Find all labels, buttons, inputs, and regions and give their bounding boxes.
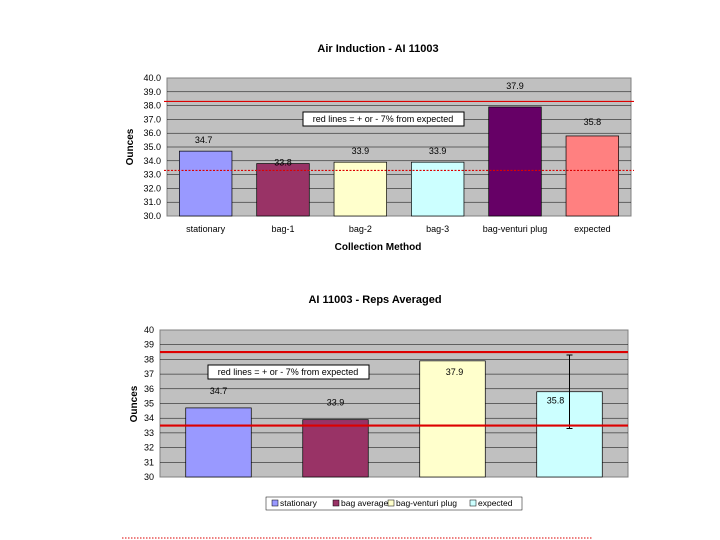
chart1-annotation-text: red lines = + or - 7% from expected	[313, 114, 454, 124]
y-tick-label: 32	[144, 443, 154, 453]
chart1-annotation-box	[302, 111, 465, 127]
y-tick-label: 40	[144, 325, 154, 335]
legend-entry: expected	[478, 498, 513, 508]
chart1-x-axis-label: Collection Method	[335, 242, 422, 253]
bar-bag-2	[333, 161, 387, 217]
x-tick-label: bag-1	[271, 224, 294, 234]
x-tick-label: stationary	[186, 224, 226, 234]
data-label: 35.8	[547, 396, 565, 406]
chart1-reference-lines	[164, 100, 634, 172]
chart2-annotation-text: red lines = + or - 7% from expected	[218, 367, 359, 377]
chart1-y-axis-label: Ounces	[125, 128, 136, 165]
y-tick-label: 35.0	[143, 142, 161, 152]
legend-entry: stationary	[280, 498, 318, 508]
legend-entry: bag average	[341, 498, 389, 508]
bar-expected	[565, 135, 619, 217]
y-tick-label: 34	[144, 413, 154, 423]
chart2-annotation: red lines = + or - 7% from expected	[207, 364, 370, 380]
legend-swatch	[332, 499, 340, 507]
chart2-legend: stationary bag average bag-venturi plug exp…	[265, 496, 523, 511]
y-tick-label: 31	[144, 457, 154, 467]
bar-bag-1	[256, 163, 310, 217]
chart2-reference-lines	[160, 350, 628, 427]
chart1-annotation: red lines = + or - 7% from expected	[302, 111, 465, 127]
data-label: 35.8	[584, 117, 602, 127]
chart1-y-ticks: 30.0 31.0 32.0 33.0 34.0 35.0 36.0 37.0 38.0 39.0…	[143, 73, 161, 221]
chart-reps-averaged: AI 11003 - Reps Averaged 303132333435363…	[129, 294, 629, 511]
y-tick-label: 37.0	[143, 114, 161, 124]
bar-bag-3	[411, 161, 465, 217]
x-tick-label: expected	[574, 224, 611, 234]
data-label: 33.9	[327, 398, 345, 408]
y-tick-label: 37	[144, 369, 154, 379]
legend-swatch	[387, 499, 395, 507]
chart2-y-ticks: 30 31 32 33 34 35 36 37 38 39 40	[144, 325, 154, 482]
y-tick-label: 33	[144, 428, 154, 438]
y-tick-label: 40.0	[143, 73, 161, 83]
y-tick-label: 34.0	[143, 156, 161, 166]
y-tick-label: 30.0	[143, 211, 161, 221]
bar-stationary	[185, 407, 252, 478]
data-label: 37.9	[446, 367, 464, 377]
y-tick-label: 39.0	[143, 87, 161, 97]
y-tick-label: 39	[144, 340, 154, 350]
legend-swatch	[271, 499, 279, 507]
data-label: 34.7	[195, 135, 213, 145]
chart2-y-axis-label: Ounces	[129, 385, 140, 422]
y-tick-label: 35	[144, 399, 154, 409]
chart1-gridlines	[167, 91, 631, 203]
x-tick-label: bag-venturi plug	[483, 224, 548, 234]
x-tick-label: bag-2	[349, 224, 372, 234]
y-tick-label: 31.0	[143, 197, 161, 207]
chart1-title: Air Induction - AI 11003	[317, 43, 438, 55]
chart1-x-ticks: stationary bag-1 bag-2 bag-3 bag-venturi plu…	[186, 224, 610, 234]
data-label: 33.8	[274, 158, 292, 168]
bar-bag-average	[302, 419, 369, 478]
y-tick-label: 30	[144, 472, 154, 482]
y-tick-label: 32.0	[143, 183, 161, 193]
y-tick-label: 36.0	[143, 128, 161, 138]
y-tick-label: 36	[144, 384, 154, 394]
chart2-annotation-box	[207, 364, 370, 380]
bar-stationary	[179, 150, 233, 217]
chart1-data-labels: 34.7 33.8 33.9 33.9 37.9 35.8	[195, 81, 601, 168]
y-tick-label: 38.0	[143, 101, 161, 111]
bar-bag-venturi-plug	[419, 360, 486, 478]
chart2-data-labels: 34.7 33.9 37.9 35.8	[210, 367, 565, 408]
bar-bag-venturi-plug	[488, 106, 542, 217]
legend-entry: bag-venturi plug	[396, 498, 457, 508]
y-tick-label: 33.0	[143, 170, 161, 180]
data-label: 33.9	[352, 146, 370, 156]
legend-swatch	[469, 499, 477, 507]
data-label: 33.9	[429, 146, 447, 156]
x-tick-label: bag-3	[426, 224, 449, 234]
chart-air-induction: Air Induction - AI 11003 30.0 31.0 32.0 33.…	[125, 43, 634, 253]
chart1-bars	[179, 106, 619, 217]
data-label: 37.9	[506, 81, 524, 91]
y-tick-label: 38	[144, 354, 154, 364]
data-label: 34.7	[210, 386, 228, 396]
chart2-bars	[185, 360, 603, 478]
chart2-title: AI 11003 - Reps Averaged	[308, 294, 441, 306]
chart2-error-bar	[566, 354, 573, 429]
